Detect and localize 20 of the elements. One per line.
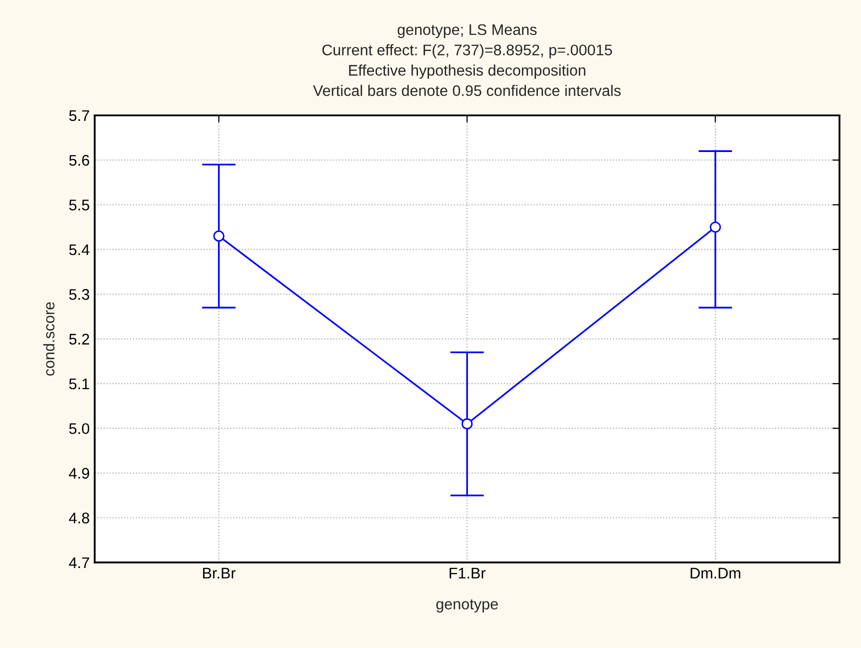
point (710, 222, 721, 233)
y-tick-label: 5.7 (69, 110, 90, 122)
point (213, 230, 224, 242)
x-tick-label: Br.Br (203, 568, 236, 578)
y-tick-label: 4.8 (68, 512, 90, 524)
x-tick-label: F1.Br (450, 568, 486, 578)
y-tick-label: 5.2 (69, 334, 90, 345)
x-tick-label: Dm.Dm (690, 568, 740, 578)
y-tick-label: 5.0 (69, 423, 90, 434)
y-tick-label: 5.5 (69, 200, 90, 210)
y-tick-label: 5.4 (69, 244, 90, 256)
x-axis-title: genotype (436, 599, 498, 612)
y-tick-label: 5.3 (69, 289, 90, 300)
y-axis-title: cond.score (43, 302, 54, 376)
y-tick-label: 5.1 (69, 378, 90, 390)
point (462, 418, 473, 430)
y-tick-label: 5.6 (69, 154, 90, 166)
y-tick-label: 4.7 (68, 557, 90, 568)
chart-title: genotype; LS Means Current effect: F(2, 737)=8.8952, p=.00015 Effective hypothesis decomposition Vertical bars denote 0.95 confidence intervals (313, 24, 621, 96)
y-tick-label: 4.9 (68, 468, 90, 479)
